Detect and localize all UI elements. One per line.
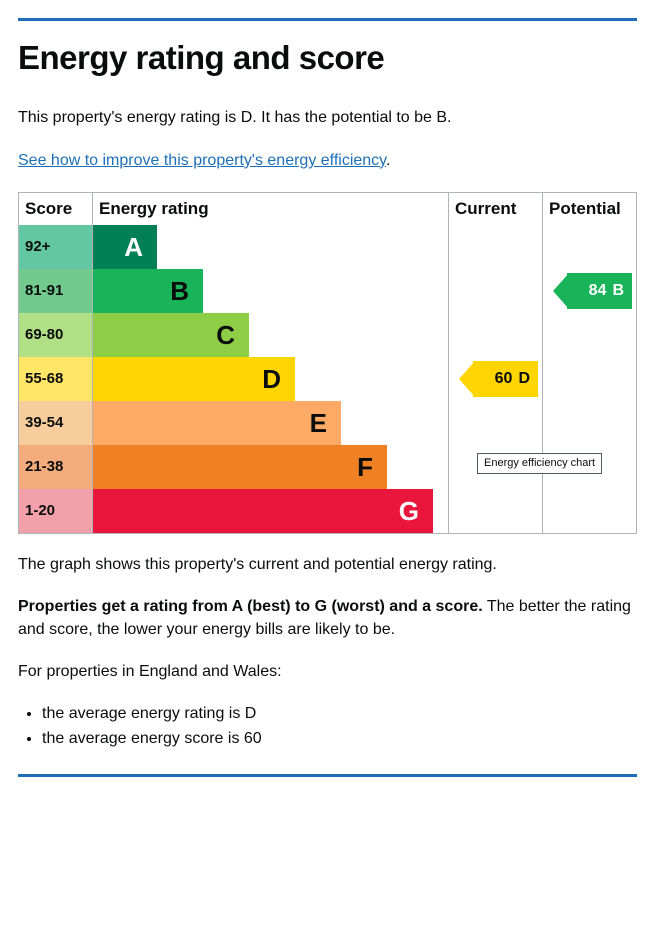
- header-rating: Energy rating: [93, 193, 448, 225]
- bar-area: F: [93, 445, 448, 489]
- explanation-bold: Properties get a rating from A (best) to…: [18, 598, 483, 615]
- rating-bar-C: C: [93, 313, 249, 357]
- score-range: 39-54: [19, 401, 93, 445]
- improve-link[interactable]: See how to improve this property's energ…: [18, 152, 386, 169]
- chart-body: 92+A81-91B84B69-80C55-68D60D39-54E21-38F…: [19, 225, 636, 533]
- chart-header-row: Score Energy rating Current Potential: [19, 193, 636, 225]
- current-cell: [448, 225, 542, 269]
- rating-bar-D: D: [93, 357, 295, 401]
- page-title: Energy rating and score: [18, 35, 637, 81]
- improve-link-suffix: .: [386, 152, 390, 169]
- region-intro: For properties in England and Wales:: [18, 661, 637, 683]
- region-bullet: the average energy rating is D: [42, 703, 637, 725]
- header-current: Current: [448, 193, 542, 225]
- intro-text: This property's energy rating is D. It h…: [18, 107, 637, 129]
- chart-row-B: 81-91B84B: [19, 269, 636, 313]
- rating-bar-B: B: [93, 269, 203, 313]
- chart-row-D: 55-68D60D: [19, 357, 636, 401]
- section-top-rule: [18, 18, 637, 21]
- improve-link-line: See how to improve this property's energ…: [18, 150, 637, 172]
- bar-area: A: [93, 225, 448, 269]
- chart-tooltip: Energy efficiency chart: [477, 453, 602, 474]
- potential-cell: [542, 313, 636, 357]
- potential-cell: [542, 225, 636, 269]
- region-bullet: the average energy score is 60: [42, 728, 637, 750]
- chart-row-E: 39-54E: [19, 401, 636, 445]
- rating-bar-A: A: [93, 225, 157, 269]
- explanation: Properties get a rating from A (best) to…: [18, 596, 637, 641]
- bar-area: B: [93, 269, 448, 313]
- score-range: 21-38: [19, 445, 93, 489]
- current-cell: [448, 313, 542, 357]
- potential-pointer: 84B: [567, 273, 632, 309]
- section-bottom-rule: [18, 774, 637, 777]
- potential-cell: 84B: [542, 269, 636, 313]
- rating-bar-G: G: [93, 489, 433, 533]
- potential-cell: [542, 357, 636, 401]
- rating-bar-E: E: [93, 401, 341, 445]
- energy-chart: Score Energy rating Current Potential 92…: [18, 192, 637, 534]
- potential-cell: [542, 489, 636, 533]
- bar-area: D: [93, 357, 448, 401]
- score-range: 92+: [19, 225, 93, 269]
- pointer-score: 60: [495, 368, 513, 390]
- current-cell: [448, 401, 542, 445]
- bar-area: E: [93, 401, 448, 445]
- score-range: 69-80: [19, 313, 93, 357]
- pointer-letter: B: [612, 280, 624, 302]
- chart-row-C: 69-80C: [19, 313, 636, 357]
- header-score: Score: [19, 193, 93, 225]
- bar-area: C: [93, 313, 448, 357]
- graph-caption: The graph shows this property's current …: [18, 554, 637, 576]
- chart-row-A: 92+A: [19, 225, 636, 269]
- header-potential: Potential: [542, 193, 636, 225]
- pointer-letter: D: [518, 368, 530, 390]
- chart-row-G: 1-20G: [19, 489, 636, 533]
- current-cell: [448, 489, 542, 533]
- score-range: 1-20: [19, 489, 93, 533]
- current-cell: 60D: [448, 357, 542, 401]
- bar-area: G: [93, 489, 448, 533]
- score-range: 55-68: [19, 357, 93, 401]
- current-pointer: 60D: [473, 361, 538, 397]
- current-cell: [448, 269, 542, 313]
- potential-cell: [542, 401, 636, 445]
- score-range: 81-91: [19, 269, 93, 313]
- rating-bar-F: F: [93, 445, 387, 489]
- region-bullets: the average energy rating is D the averag…: [42, 703, 637, 750]
- pointer-score: 84: [589, 280, 607, 302]
